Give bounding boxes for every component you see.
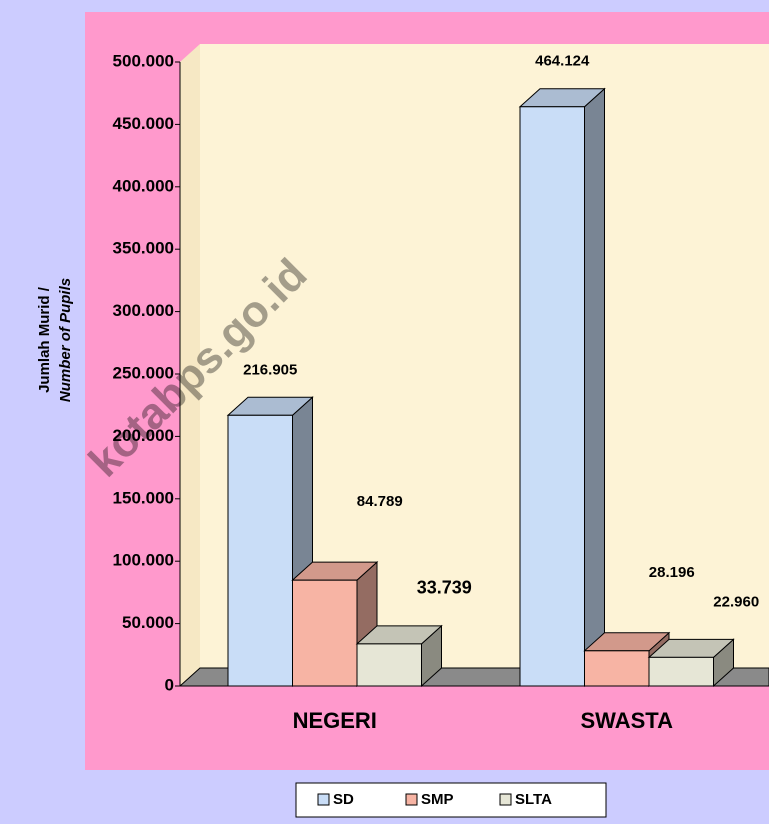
data-label: 33.739 bbox=[417, 578, 472, 598]
data-label: 22.960 bbox=[713, 593, 759, 610]
y-tick-label: 200.000 bbox=[113, 426, 174, 445]
data-label: 216.905 bbox=[243, 361, 297, 378]
x-tick-label: SWASTA bbox=[581, 708, 674, 733]
bar-front bbox=[227, 414, 293, 687]
bar bbox=[355, 624, 443, 688]
legend-swatch bbox=[499, 793, 512, 806]
y-tick-label: 300.000 bbox=[113, 301, 174, 320]
legend bbox=[295, 782, 607, 818]
y-tick-label: 100.000 bbox=[113, 551, 174, 570]
bar-front bbox=[519, 106, 585, 687]
side-wall bbox=[180, 44, 200, 686]
bar-side bbox=[584, 87, 605, 688]
bar-front bbox=[292, 579, 358, 687]
data-label: 84.789 bbox=[357, 493, 403, 510]
legend-label: SD bbox=[333, 791, 354, 808]
y-tick-label: 450.000 bbox=[113, 114, 174, 133]
y-tick-label: 400.000 bbox=[113, 176, 174, 195]
legend-swatch bbox=[317, 793, 330, 806]
y-tick-label: 150.000 bbox=[113, 488, 174, 507]
bar-front bbox=[648, 656, 714, 687]
y-tick-label: 500.000 bbox=[113, 51, 174, 70]
x-tick-label: NEGERI bbox=[293, 708, 377, 733]
bar bbox=[647, 638, 735, 688]
bar bbox=[291, 561, 379, 688]
bar-front bbox=[356, 643, 422, 687]
y-axis-label: Jumlah Murid / bbox=[36, 286, 53, 393]
data-label: 28.196 bbox=[649, 564, 695, 581]
legend-swatch bbox=[405, 793, 418, 806]
y-axis-label: Number of Pupils bbox=[57, 278, 74, 402]
y-tick-label: 0 bbox=[165, 675, 174, 694]
y-tick-label: 50.000 bbox=[122, 613, 174, 632]
bar bbox=[518, 87, 606, 688]
data-label: 464.124 bbox=[535, 53, 590, 70]
legend-label: SLTA bbox=[515, 791, 552, 808]
legend-label: SMP bbox=[421, 791, 454, 808]
y-tick-label: 350.000 bbox=[113, 239, 174, 258]
y-tick-label: 250.000 bbox=[113, 363, 174, 382]
bar-front bbox=[584, 650, 650, 687]
